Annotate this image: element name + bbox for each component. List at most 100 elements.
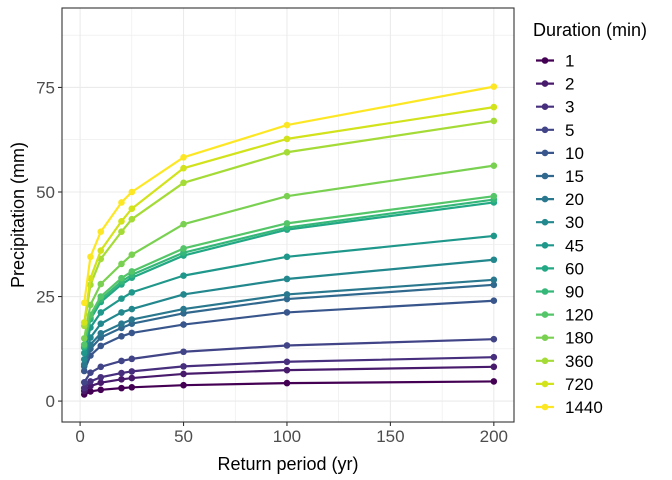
data-point — [97, 330, 105, 337]
data-point — [128, 215, 136, 223]
data-point — [97, 247, 105, 254]
data-point — [490, 256, 498, 264]
legend-label: 15 — [565, 167, 584, 186]
x-tick-label: 150 — [376, 427, 404, 446]
legend-items: 1 2 3 5 10 15 20 30 45 60 90 120 180 360 720 1440 — [536, 52, 603, 417]
series-line — [83, 85, 495, 303]
legend-item: 2 — [536, 75, 574, 94]
series-line — [83, 195, 494, 345]
series-720 — [80, 103, 498, 326]
data-point — [283, 253, 291, 261]
data-point — [283, 291, 291, 298]
x-tick-label: 0 — [75, 427, 84, 446]
legend-item: 180 — [536, 329, 593, 348]
data-point — [87, 378, 94, 385]
data-point — [490, 363, 498, 371]
data-point — [128, 329, 136, 337]
y-tick-label: 75 — [36, 78, 55, 97]
legend-item: 120 — [536, 306, 593, 325]
data-point — [490, 297, 498, 305]
data-point — [128, 188, 136, 196]
series-1440 — [80, 83, 498, 307]
legend-label: 45 — [565, 236, 584, 255]
data-point — [490, 232, 498, 240]
data-point — [128, 251, 136, 259]
data-point — [283, 148, 291, 156]
data-point — [490, 378, 498, 385]
data-point — [118, 228, 125, 236]
data-point — [118, 309, 125, 316]
legend-key-point — [541, 311, 549, 318]
x-tick-label: 100 — [273, 427, 301, 446]
data-point — [118, 384, 125, 392]
legend-item: 1 — [536, 52, 574, 71]
y-axis-ticks: 0 25 50 75 — [36, 78, 62, 411]
plot-panel — [61, 7, 515, 423]
legend-label: 60 — [565, 259, 584, 278]
series-line — [83, 164, 494, 339]
legend-key-point — [541, 403, 549, 411]
data-point — [80, 355, 88, 363]
series-lines — [80, 83, 498, 398]
data-point — [180, 220, 187, 228]
data-point — [80, 341, 88, 348]
legend-item: 720 — [536, 375, 593, 394]
legend-item: 60 — [536, 259, 584, 278]
data-point — [128, 289, 136, 296]
legend-key-point — [541, 149, 549, 157]
series-5 — [80, 335, 498, 386]
series-line — [83, 106, 494, 323]
data-point — [490, 281, 498, 289]
legend-item: 20 — [536, 190, 584, 209]
legend-key-point — [541, 288, 549, 295]
legend-key-point — [541, 80, 549, 87]
y-tick-label: 50 — [36, 183, 55, 202]
legend-label: 3 — [565, 98, 574, 117]
data-point — [97, 363, 105, 371]
legend-label: 1440 — [565, 398, 603, 417]
data-point — [128, 205, 136, 213]
data-point — [128, 368, 136, 375]
legend-key-point — [541, 242, 549, 249]
legend-key-point — [541, 126, 549, 134]
legend-key-point — [541, 57, 549, 64]
y-axis-title: Precipitation (mm) — [8, 142, 28, 288]
x-axis-title: Return period (yr) — [217, 454, 358, 474]
data-point — [128, 305, 136, 313]
data-point — [118, 376, 125, 383]
data-point — [118, 199, 125, 206]
data-point — [80, 335, 88, 342]
legend-key-point — [541, 357, 549, 365]
legend-label: 2 — [565, 75, 574, 94]
data-point — [490, 162, 498, 169]
data-point — [87, 388, 94, 395]
data-point — [490, 83, 498, 90]
legend-label: 180 — [565, 329, 593, 348]
data-point — [283, 275, 291, 283]
data-point — [118, 217, 125, 225]
data-point — [283, 342, 291, 349]
data-point — [80, 384, 88, 392]
data-point — [180, 179, 187, 187]
data-point — [180, 291, 187, 298]
legend: Duration (min) 1 2 3 5 10 15 20 30 45 60 90 120 180 3… — [533, 20, 647, 417]
legend-key-point — [541, 218, 549, 226]
data-point — [97, 293, 105, 300]
data-point — [97, 280, 105, 288]
data-point — [97, 379, 105, 386]
data-point — [283, 366, 291, 374]
legend-label: 30 — [565, 213, 584, 232]
data-point — [128, 268, 136, 275]
data-point — [490, 117, 498, 125]
y-tick-label: 0 — [46, 392, 55, 411]
x-axis-ticks: 0 50 100 150 200 — [75, 422, 508, 446]
data-point — [180, 381, 187, 389]
legend-label: 1 — [565, 52, 574, 71]
data-point — [128, 374, 136, 382]
data-point — [180, 321, 187, 328]
legend-label: 720 — [565, 375, 593, 394]
data-point — [80, 360, 88, 368]
series-20 — [80, 276, 498, 368]
data-point — [87, 253, 94, 261]
legend-key-point — [541, 103, 549, 110]
